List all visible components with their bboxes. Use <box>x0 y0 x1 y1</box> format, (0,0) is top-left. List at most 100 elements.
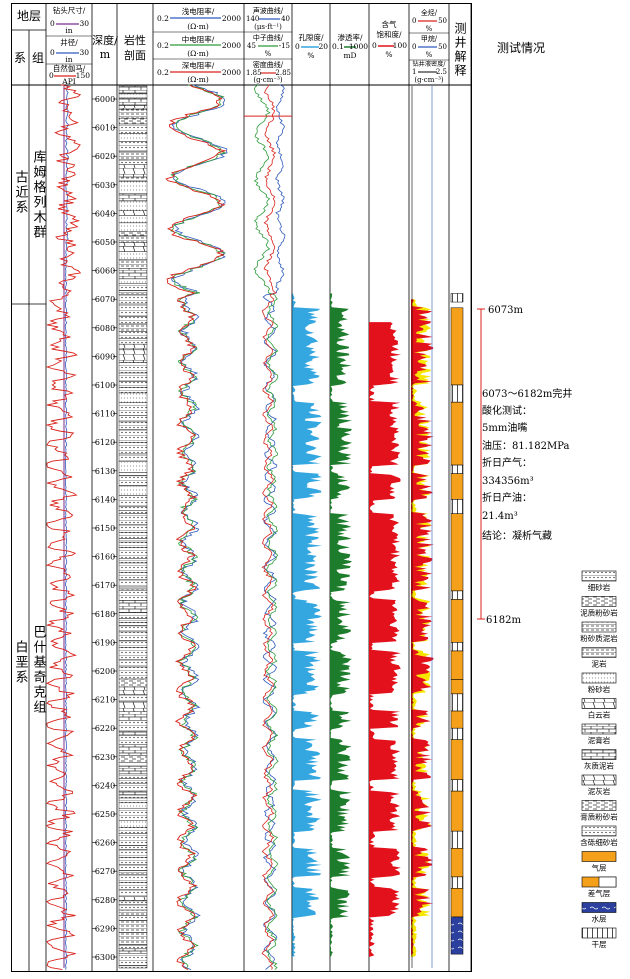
legend-label: 泥质粉砂岩 <box>580 608 618 618</box>
header-resistivity: 浅电阻率/ 0.2 2000 (Ω·m) 中电阻率/ 0.2 2000 (Ω·m… <box>153 6 244 84</box>
legend-label: 气层 <box>592 863 607 873</box>
gamma-ray-curve <box>45 84 82 971</box>
lithology-bed <box>118 827 148 834</box>
lithology-bed <box>118 849 148 858</box>
interpretation-layer-dry <box>450 727 464 740</box>
density-curve <box>261 84 277 970</box>
lithology-bed <box>118 547 148 559</box>
legend-swatch-silty-mud <box>581 621 617 633</box>
lithology-bed <box>118 791 148 795</box>
svg-text:5mm油嘴: 5mm油嘴 <box>482 421 527 434</box>
lithology-bed <box>118 524 148 533</box>
interpretation-layer-dry <box>450 384 464 403</box>
lithology-bed <box>118 889 148 897</box>
svg-text:中子曲线/: 中子曲线/ <box>253 33 284 42</box>
svg-text:自然伽马/: 自然伽马/ <box>53 63 86 73</box>
legend: 细砂岩泥质粉砂岩粉砂质泥岩泥岩粉砂岩白云岩泥膏岩灰质泥岩泥灰岩膏质粉砂岩含砾细砂… <box>580 570 618 949</box>
svg-text:含气: 含气 <box>382 19 397 29</box>
lithology-bed <box>118 802 148 809</box>
lithology-bed <box>118 541 148 548</box>
header-track1: 钻头尺寸/ 0 30 in 井径/ 0 30 in 自然伽马/ 0 150 AP… <box>46 5 92 86</box>
lithology-bed <box>118 415 148 423</box>
interpretation-layer-gas <box>450 599 464 643</box>
test-top-label: 6073m <box>488 305 523 316</box>
legend-swatch-gas <box>581 851 617 862</box>
lithology-bed <box>118 797 148 804</box>
lithology-bed <box>118 820 148 828</box>
interpretation-layer-gas <box>450 401 464 466</box>
legend-label: 细砂岩 <box>588 582 611 592</box>
legend-swatch-marl <box>581 774 617 786</box>
lithology-bed <box>118 259 148 269</box>
lithology-bed <box>118 97 148 106</box>
lithology-bed <box>118 744 148 756</box>
strata-group-2: 巴什基奇克组 <box>31 625 47 715</box>
header-lithology2: 剖面 <box>124 48 146 62</box>
lithology-bed <box>118 421 148 430</box>
depth-tick-label: 6130 <box>95 467 115 476</box>
interpretation-layer-dry <box>450 293 464 303</box>
svg-text:20: 20 <box>318 42 328 51</box>
legend-label: 干层 <box>592 940 607 949</box>
lithology-bed <box>118 773 148 779</box>
svg-text:全烃/: 全烃/ <box>421 8 438 17</box>
header-saturation: 含气 饱和度/ 0 100 % <box>372 19 407 59</box>
svg-text:0: 0 <box>412 17 416 25</box>
lithology-bed <box>118 640 148 648</box>
svg-text:30: 30 <box>79 48 89 57</box>
strata-system-1: 古近系 <box>13 170 29 215</box>
interpretation-layer-water <box>450 916 464 955</box>
lithology-bed <box>118 141 148 152</box>
lithology-bed <box>118 932 148 946</box>
lithology-bed <box>118 948 148 954</box>
svg-text:0.2: 0.2 <box>157 41 169 50</box>
svg-text:45: 45 <box>247 42 256 50</box>
legend-label: 含砾细砂岩 <box>580 837 618 847</box>
svg-text:0.2: 0.2 <box>157 68 169 77</box>
svg-text:中电阻率/: 中电阻率/ <box>182 34 215 44</box>
legend-label: 泥膏岩 <box>588 735 611 745</box>
svg-text:钻头尺寸/: 钻头尺寸/ <box>53 5 86 15</box>
svg-text:2.85: 2.85 <box>275 69 291 77</box>
lithology-bed <box>118 176 148 182</box>
lithology-bed <box>118 290 148 295</box>
svg-text:(Ω·m): (Ω·m) <box>187 49 209 58</box>
svg-text:in: in <box>65 55 72 64</box>
lithology-bed <box>118 251 148 260</box>
legend-swatch-muddy-silt <box>581 596 617 607</box>
methane-fill <box>411 299 434 957</box>
svg-text:0: 0 <box>372 41 377 50</box>
depth-tick-label: 6290 <box>95 924 115 933</box>
depth-tick-label: 6010 <box>95 124 115 133</box>
lithology-bed <box>118 349 148 363</box>
header-porosity: 孔隙度/ 0 20 % <box>295 32 328 60</box>
svg-text:0.1: 0.1 <box>332 42 344 51</box>
lithology-bed <box>118 579 148 588</box>
lithology-bed <box>118 294 148 305</box>
lithology-bed <box>118 510 148 514</box>
svg-text:0: 0 <box>295 42 300 51</box>
lithology-bed <box>118 870 148 875</box>
interpretation-layer-gas <box>450 650 464 680</box>
lithology-bed <box>118 283 148 291</box>
depth-tick-label: 6180 <box>95 610 115 619</box>
svg-text:深电阻率/: 深电阻率/ <box>182 60 215 70</box>
lithology-bed <box>118 807 148 821</box>
header-test: 测试情况 <box>497 40 545 55</box>
interpretation-layer-dry <box>450 876 464 889</box>
depth-tick-label: 6080 <box>95 324 115 333</box>
lithology-bed <box>118 562 148 573</box>
svg-text:150: 150 <box>76 71 91 80</box>
lithology-bed <box>118 210 148 216</box>
lithology-bed <box>118 572 148 580</box>
header-permeability: 渗透率/ 0.1 1000 mD <box>332 32 368 60</box>
lithology-bed <box>118 506 148 511</box>
depth-tick-label: 6000 <box>95 95 115 104</box>
lithology-bed <box>118 323 148 332</box>
depth-tick-label: 6270 <box>95 867 115 876</box>
lithology-bed <box>118 123 148 134</box>
lithology-bed <box>118 731 148 736</box>
header-lithology: 岩性 <box>124 33 146 47</box>
lithology-bed <box>118 235 148 243</box>
lithology-bed <box>118 151 148 161</box>
